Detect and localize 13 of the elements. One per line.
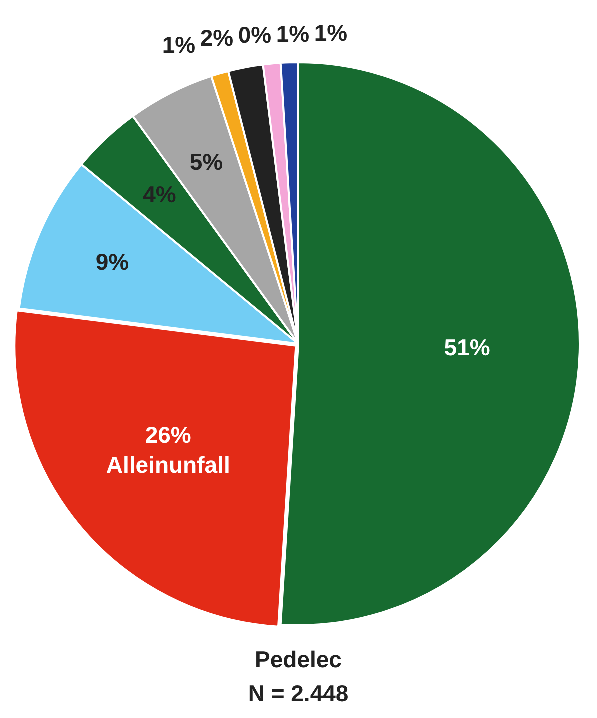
slice-label: Alleinunfall <box>106 452 230 478</box>
data-label: 5% <box>190 148 224 175</box>
text: 0% <box>238 22 272 48</box>
data-label: 2% <box>200 25 234 52</box>
data-label: 1% <box>276 21 310 48</box>
text: Pedelec <box>255 646 342 672</box>
text: N = 2.448 <box>248 680 349 706</box>
data-label: 51% <box>444 334 490 361</box>
data-label: 26% <box>145 422 192 448</box>
data-label: 9% <box>96 248 130 275</box>
data-label: 1% <box>314 20 348 46</box>
data-label: 4% <box>143 182 176 208</box>
data-label: 1% <box>162 32 196 58</box>
